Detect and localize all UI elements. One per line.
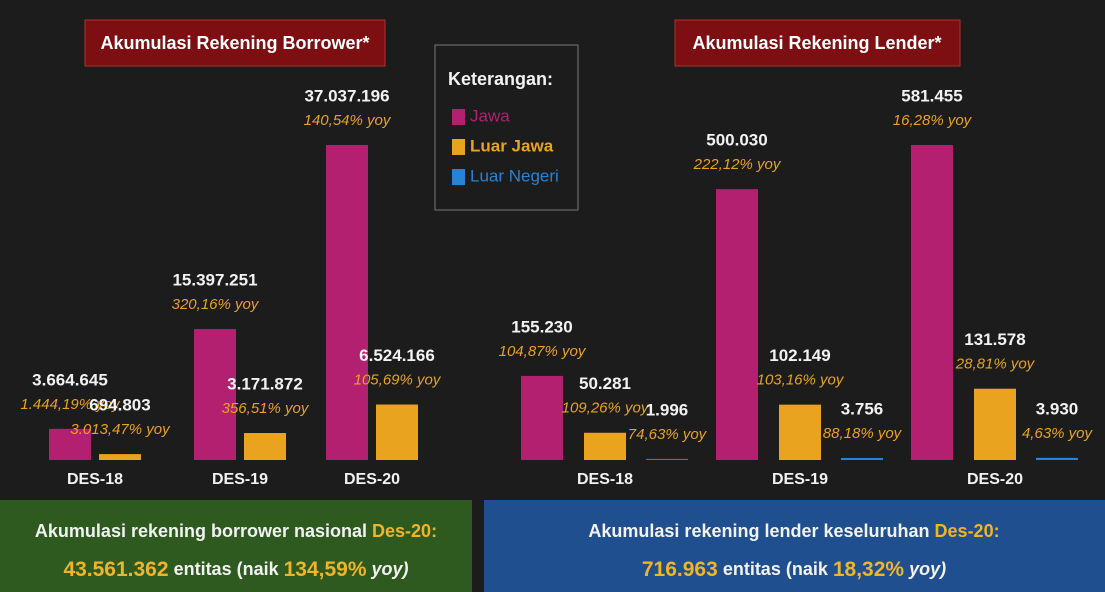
x-tick-label: DES-20 [344,471,400,488]
summary-line: Akumulasi rekening borrower nasional Des… [35,521,437,541]
summary-total: 716.963 [642,558,718,581]
summary-growth: 18,32% [833,558,905,581]
value-label: 3.930 [1036,399,1079,418]
summary-total: 43.561.362 [63,558,168,581]
yoy-label: 4,63% yoy [1022,425,1094,442]
legend-swatch [452,169,465,185]
value-label: 500.030 [706,131,767,150]
yoy-label: 105,69% yoy [354,371,442,388]
legend-swatch [452,109,465,125]
summary-text: entitas (naik [174,559,280,579]
summary-lead: Akumulasi rekening lender keseluruhan [588,521,929,541]
yoy-label: 356,51% yoy [222,400,310,417]
summary-lead: Akumulasi rekening borrower nasional [35,521,367,541]
bar [584,432,626,460]
summary-line: 43.561.362 entitas (naik 134,59% yoy) [63,558,408,581]
bar [326,145,368,460]
yoy-label: 104,87% yoy [499,343,587,360]
value-label: 1.996 [646,400,689,419]
x-tick-label: DES-18 [67,471,123,488]
yoy-label: 3.013,47% yoy [70,421,171,438]
bar [194,329,236,460]
x-tick-label: DES-20 [967,471,1023,488]
legend-label: Luar Jawa [470,136,554,155]
yoy-label: 320,16% yoy [172,296,260,313]
value-label: 6.524.166 [359,346,435,365]
summary-tail: yoy) [908,559,946,579]
legend-swatch [452,139,465,155]
yoy-label: 74,63% yoy [628,426,708,443]
title-box [84,19,386,67]
value-label: 15.397.251 [172,271,257,290]
bar [1036,457,1078,460]
summary-date: Des-20: [935,521,1000,541]
bar [974,388,1016,460]
value-label: 694.803 [89,396,150,415]
bar [99,454,141,460]
bar [49,428,91,460]
bar [779,404,821,460]
bar [521,375,563,460]
value-label: 3.171.872 [227,375,303,394]
value-label: 581.455 [901,86,962,105]
legend-label: Jawa [470,106,510,125]
x-tick-label: DES-19 [772,471,828,488]
summary-growth: 134,59% [284,558,367,581]
x-tick-label: DES-19 [212,471,268,488]
value-label: 37.037.196 [304,86,389,105]
legend-title: Keterangan: [448,69,553,89]
chart-title: Akumulasi Rekening Borrower* [100,33,369,53]
summary-panel [484,500,1105,592]
value-label: 50.281 [579,374,631,393]
bar [376,404,418,460]
summary-panel [0,500,472,592]
chart-title: Akumulasi Rekening Lender* [692,33,941,53]
yoy-label: 28,81% yoy [955,356,1036,373]
summary-date: Des-20: [372,521,437,541]
summary-line: Akumulasi rekening lender keseluruhan De… [588,521,999,541]
summary-tail: yoy) [371,559,409,579]
bar [244,433,286,460]
yoy-label: 222,12% yoy [693,156,782,173]
value-label: 3.664.645 [32,370,108,389]
bar [841,457,883,460]
yoy-label: 140,54% yoy [304,112,392,129]
legend: Jawa Luar Jawa Luar Negeri [452,106,559,185]
yoy-label: 109,26% yoy [562,400,650,417]
yoy-label: 88,18% yoy [823,425,903,442]
legend-label: Luar Negeri [470,166,559,185]
bar [911,145,953,460]
title-box [674,19,961,67]
bar [716,189,758,460]
yoy-label: 103,16% yoy [757,372,845,389]
yoy-label: 1.444,19% yoy [20,396,121,413]
summary-text: entitas (naik [723,559,829,579]
value-label: 155.230 [511,317,572,336]
value-label: 3.756 [841,399,884,418]
value-label: 102.149 [769,346,830,365]
bar [646,458,688,460]
x-tick-label: DES-18 [577,471,633,488]
summary-line: 716.963 entitas (naik 18,32% yoy) [642,558,946,581]
yoy-label: 16,28% yoy [893,112,973,129]
value-label: 131.578 [964,330,1025,349]
